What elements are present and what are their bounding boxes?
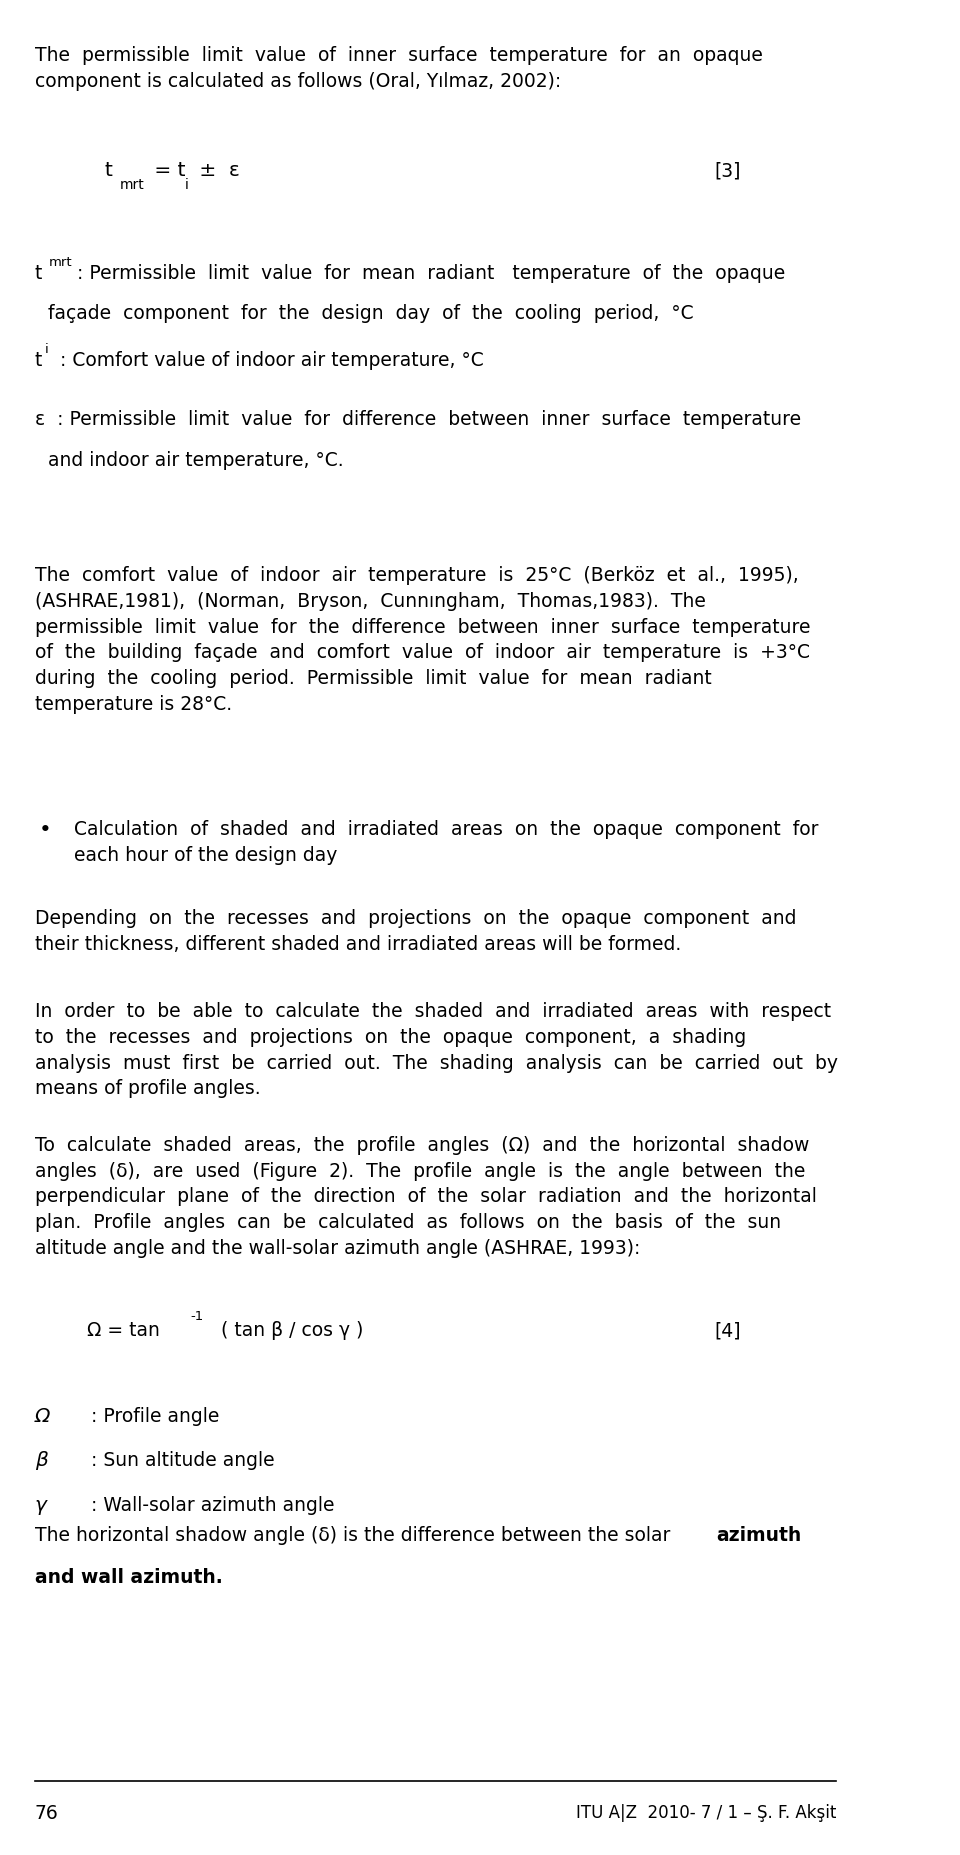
Text: azimuth: azimuth — [716, 1525, 802, 1543]
Text: i: i — [44, 343, 48, 356]
Text: 76: 76 — [35, 1803, 59, 1822]
Text: ε  : Permissible  limit  value  for  difference  between  inner  surface  temper: ε : Permissible limit value for differen… — [35, 410, 801, 429]
Text: [3]: [3] — [714, 161, 741, 180]
Text: t: t — [35, 351, 42, 369]
Text: ITU A|Z  2010- 7 / 1 – Ş. F. Akşit: ITU A|Z 2010- 7 / 1 – Ş. F. Akşit — [576, 1803, 836, 1822]
Text: Ω: Ω — [35, 1406, 50, 1425]
Text: : Sun altitude angle: : Sun altitude angle — [91, 1451, 276, 1469]
Text: ±  ε: ± ε — [193, 161, 240, 180]
Text: ( tan β / cos γ ): ( tan β / cos γ ) — [209, 1321, 364, 1339]
Text: Calculation  of  shaded  and  irradiated  areas  on  the  opaque  component  for: Calculation of shaded and irradiated are… — [74, 820, 819, 864]
Text: and wall azimuth.: and wall azimuth. — [35, 1567, 223, 1586]
Text: : Permissible  limit  value  for  mean  radiant   temperature  of  the  opaque: : Permissible limit value for mean radia… — [77, 263, 785, 282]
Text: γ: γ — [35, 1495, 47, 1514]
Text: The horizontal shadow angle (δ) is the difference between the solar: The horizontal shadow angle (δ) is the d… — [35, 1525, 683, 1543]
Text: : Wall-solar azimuth angle: : Wall-solar azimuth angle — [91, 1495, 335, 1514]
Text: The  permissible  limit  value  of  inner  surface  temperature  for  an  opaque: The permissible limit value of inner sur… — [35, 46, 763, 91]
Text: façade  component  for  the  design  day  of  the  cooling  period,  °C: façade component for the design day of t… — [48, 304, 693, 323]
Text: Ω = tan: Ω = tan — [87, 1321, 160, 1339]
Text: and indoor air temperature, °C.: and indoor air temperature, °C. — [48, 451, 344, 469]
Text: i: i — [184, 178, 188, 193]
Text: The  comfort  value  of  indoor  air  temperature  is  25°C  (Berköz  et  al.,  : The comfort value of indoor air temperat… — [35, 566, 810, 714]
Text: β: β — [35, 1451, 48, 1469]
Text: = t: = t — [148, 161, 185, 180]
Text: t: t — [35, 263, 42, 282]
Text: mrt: mrt — [120, 178, 145, 193]
Text: •: • — [39, 820, 52, 840]
Text: To  calculate  shaded  areas,  the  profile  angles  (Ω)  and  the  horizontal  : To calculate shaded areas, the profile a… — [35, 1135, 817, 1258]
Text: [4]: [4] — [714, 1321, 741, 1339]
Text: t: t — [105, 161, 112, 180]
Text: : Profile angle: : Profile angle — [91, 1406, 220, 1425]
Text: -1: -1 — [190, 1310, 204, 1323]
Text: Depending  on  the  recesses  and  projections  on  the  opaque  component  and
: Depending on the recesses and projection… — [35, 909, 797, 953]
Text: : Comfort value of indoor air temperature, °C: : Comfort value of indoor air temperatur… — [54, 351, 484, 369]
Text: In  order  to  be  able  to  calculate  the  shaded  and  irradiated  areas  wit: In order to be able to calculate the sha… — [35, 1002, 838, 1098]
Text: mrt: mrt — [49, 256, 72, 269]
